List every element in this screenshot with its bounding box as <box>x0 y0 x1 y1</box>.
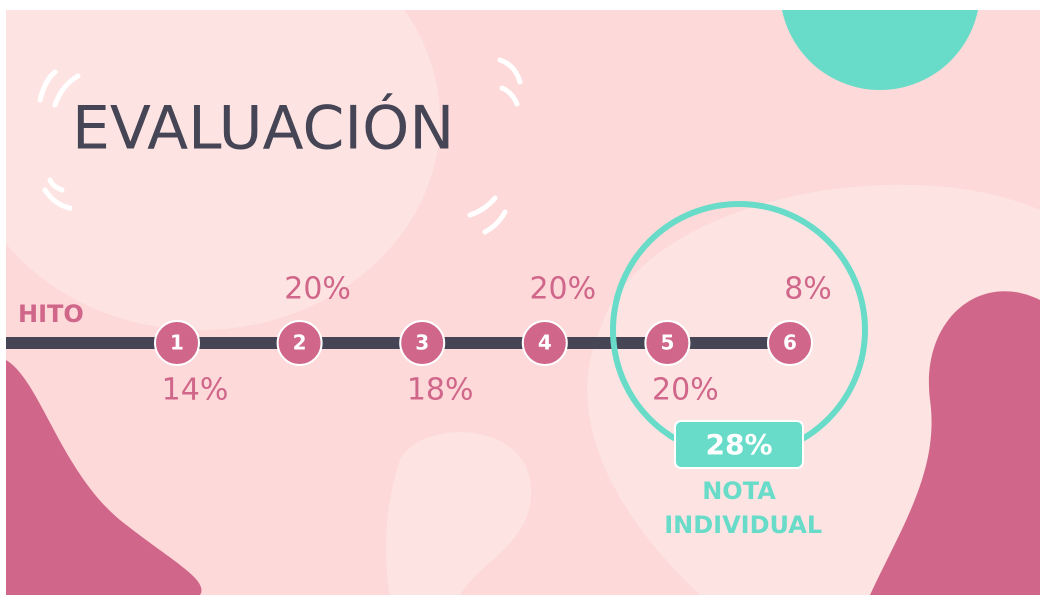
slide: EVALUACIÓN HITO 114%220%318%420%520%68% … <box>0 0 1042 597</box>
highlight-weight: 28% <box>705 428 772 461</box>
milestone-number: 2 <box>293 331 307 355</box>
background <box>0 0 1040 595</box>
milestone-number: 1 <box>170 331 184 355</box>
milestone-weight: 8% <box>784 272 832 307</box>
milestone-weight: 20% <box>529 272 596 307</box>
title: EVALUACIÓN <box>72 93 454 164</box>
milestone-number: 4 <box>538 331 552 355</box>
milestone-weight: 20% <box>284 272 351 307</box>
milestone-weight: 18% <box>407 373 474 408</box>
milestone-weight: 14% <box>162 373 229 408</box>
milestone-weight: 20% <box>652 373 719 408</box>
axis-label: HITO <box>18 300 84 328</box>
milestone-number: 5 <box>660 331 674 355</box>
page: EVALUACIÓN HITO 114%220%318%420%520%68% … <box>0 0 1042 597</box>
milestone-number: 6 <box>783 331 797 355</box>
milestone-number: 3 <box>415 331 429 355</box>
